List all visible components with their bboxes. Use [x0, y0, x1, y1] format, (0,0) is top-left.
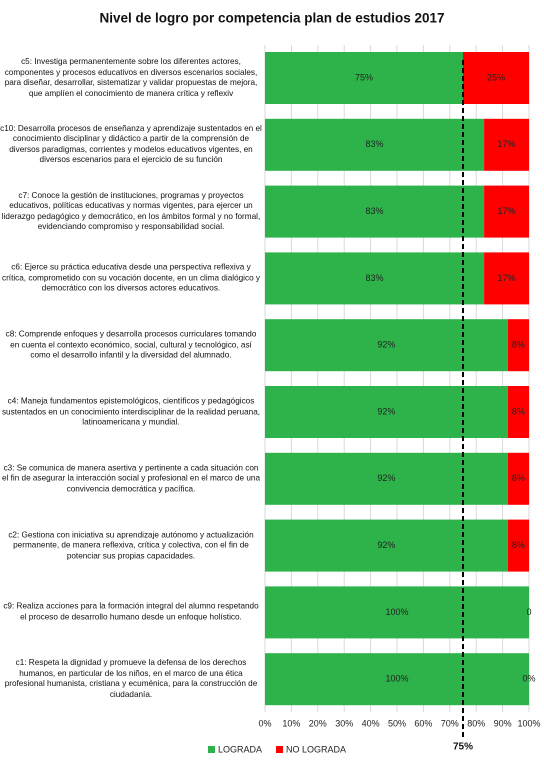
category-label: c2: Gestiona con iniciativa su aprendiza… — [8, 529, 254, 560]
bar-segment — [265, 52, 463, 104]
reference-label: 75% — [453, 742, 473, 753]
bar-segment — [484, 252, 529, 305]
legend-swatch — [276, 746, 284, 753]
category-label: c9: Realiza acciones para la formación i… — [3, 601, 259, 622]
x-tick-label: 10% — [282, 718, 300, 728]
x-tick-label: 90% — [494, 718, 512, 728]
category-label: c7: Conoce la gestión de instituciones, … — [1, 190, 261, 232]
bar-segment — [484, 118, 529, 171]
bar-segment — [507, 319, 529, 372]
category-label: c10: Desarrolla procesos de enseñanza y … — [0, 123, 262, 165]
value-label: 17% — [498, 273, 516, 283]
bar-segment — [265, 319, 508, 372]
value-label: 17% — [498, 206, 516, 216]
value-label: 8% — [512, 340, 525, 350]
bar-segment — [265, 519, 508, 572]
bar-segment — [265, 118, 485, 171]
x-tick-label: 100% — [517, 718, 540, 728]
bar-segment — [265, 185, 485, 238]
value-label: 83% — [366, 206, 384, 216]
value-label: 92% — [377, 340, 395, 350]
bar-segment — [484, 185, 529, 238]
value-label: 8% — [512, 473, 525, 483]
bar-segment — [507, 452, 529, 505]
bar-segment — [463, 52, 529, 104]
legend-swatch — [208, 746, 215, 753]
x-tick-label: 50% — [388, 718, 406, 728]
category-label: c4: Maneja fundamentos epistemológicos, … — [1, 396, 261, 427]
value-label: 83% — [366, 273, 384, 283]
value-label: 0 — [526, 607, 531, 617]
value-label: 83% — [366, 139, 384, 149]
x-tick-label: 20% — [309, 718, 327, 728]
legend-label: NO LOGRADA — [286, 744, 346, 754]
bar-segment — [265, 386, 508, 438]
bar-segment — [265, 586, 529, 639]
value-label: 25% — [487, 72, 505, 82]
bar-segment — [265, 252, 485, 305]
chart-title: Nivel de logro por competencia plan de e… — [99, 11, 444, 26]
category-label: c6: Ejerce su práctica educativa desde u… — [1, 262, 261, 293]
x-tick-label: 0% — [258, 718, 271, 728]
bar-segment — [507, 386, 529, 438]
value-label: 75% — [355, 72, 373, 82]
category-label: c8: Comprende enfoques y desarrolla proc… — [5, 329, 257, 360]
value-label: 100% — [385, 607, 408, 617]
value-label: 8% — [512, 540, 525, 550]
category-label: c1: Respeta la dignidad y promueve la de… — [4, 658, 258, 699]
x-tick-label: 30% — [335, 718, 353, 728]
value-label: 0% — [522, 674, 535, 684]
value-label: 100% — [385, 674, 408, 684]
x-tick-label: 40% — [362, 718, 380, 728]
bar-segment — [265, 452, 508, 505]
bar-segment — [507, 519, 529, 572]
category-label: c3: Se comunica de manera asertiva y per… — [1, 463, 261, 494]
x-tick-label: 80% — [467, 718, 485, 728]
x-tick-label: 70% — [441, 718, 459, 728]
value-label: 17% — [498, 139, 516, 149]
value-label: 92% — [377, 540, 395, 550]
value-label: 8% — [512, 406, 525, 416]
bar-segment — [265, 653, 529, 706]
value-label: 92% — [377, 406, 395, 416]
category-label: c5: Investiga permanentemente sobre los … — [4, 57, 258, 98]
value-label: 92% — [377, 473, 395, 483]
x-tick-label: 60% — [414, 718, 432, 728]
legend-label: LOGRADA — [218, 744, 262, 754]
